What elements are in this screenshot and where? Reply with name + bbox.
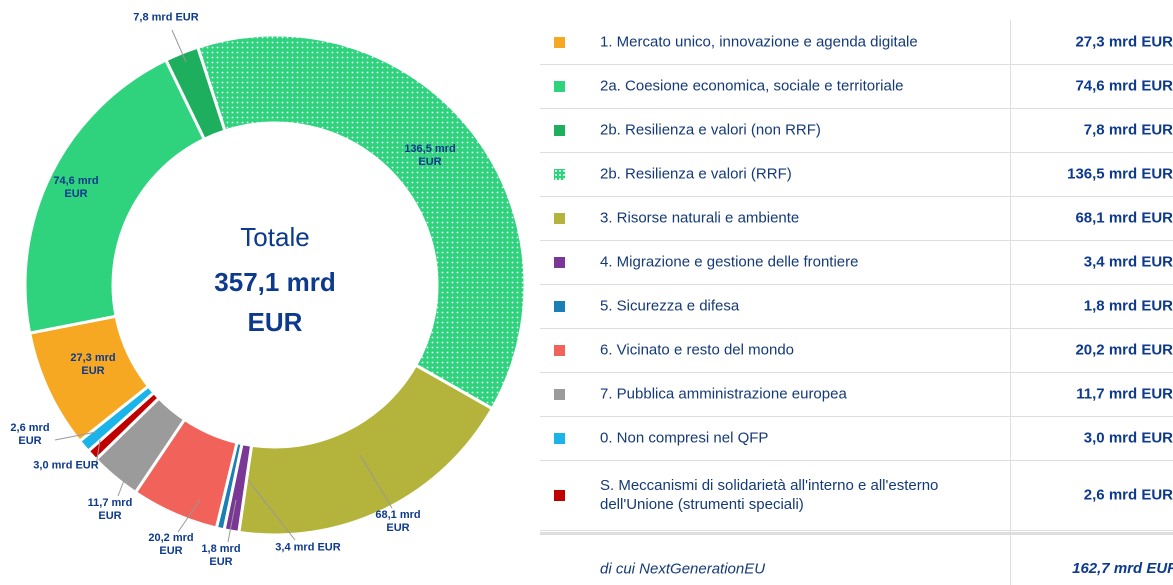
data-label: 2,6 mrd EUR bbox=[10, 422, 50, 447]
leader-line bbox=[171, 29, 187, 63]
legend-name: 1. Mercato unico, innovazione e agenda d… bbox=[600, 33, 918, 51]
footer-label: di cui NextGenerationEU bbox=[600, 560, 766, 578]
legend-swatch bbox=[554, 169, 565, 180]
legend-swatch bbox=[554, 213, 565, 224]
legend-name: 2a. Coesione economica, sociale e territ… bbox=[600, 77, 904, 95]
legend-value: 2,6 mrd EUR bbox=[1083, 486, 1173, 504]
legend-row: 0. Non compresi nel QFP 3,0 mrd EUR bbox=[540, 416, 1173, 461]
legend-value: 20,2 mrd EUR bbox=[1075, 341, 1173, 359]
legend-swatch bbox=[554, 490, 565, 501]
data-label: 68,1 mrd EUR bbox=[375, 509, 421, 534]
legend-swatch bbox=[554, 389, 565, 400]
legend-name: 6. Vicinato e resto del mondo bbox=[600, 341, 795, 359]
column-separator bbox=[1010, 20, 1011, 585]
legend-name: 7. Pubblica amministrazione europea bbox=[600, 385, 847, 403]
data-label: 27,3 mrd EUR bbox=[70, 352, 116, 377]
legend-value: 68,1 mrd EUR bbox=[1075, 209, 1173, 227]
legend-swatch bbox=[554, 37, 565, 48]
donut-chart bbox=[23, 29, 527, 543]
legend-swatch bbox=[554, 81, 565, 92]
legend-row: S. Meccanismi di solidarietà all'interno… bbox=[540, 460, 1173, 531]
legend-swatch bbox=[554, 345, 565, 356]
data-label: 20,2 mrd EUR bbox=[148, 532, 194, 557]
data-label: 3,0 mrd EUR bbox=[33, 459, 99, 472]
legend-value: 11,7 mrd EUR bbox=[1076, 385, 1173, 403]
leader-line bbox=[359, 454, 393, 509]
legend-row: 7. Pubblica amministrazione europea 11,7 … bbox=[540, 372, 1173, 417]
legend-value: 1,8 mrd EUR bbox=[1083, 297, 1173, 315]
footer-row: di cui NextGenerationEU 162,7 mrd EUR bbox=[540, 535, 1173, 585]
leader-line bbox=[95, 439, 101, 467]
legend-row: 1. Mercato unico, innovazione e agenda d… bbox=[540, 20, 1173, 65]
leader-line bbox=[177, 499, 201, 533]
legend-value: 3,0 mrd EUR bbox=[1083, 429, 1173, 447]
donut-slice bbox=[195, 33, 527, 411]
center-total: 357,1 mrd EUR bbox=[214, 267, 336, 337]
legend-value: 74,6 mrd EUR bbox=[1075, 77, 1173, 95]
data-label: 3,4 mrd EUR bbox=[275, 541, 341, 554]
legend-row: 2a. Coesione economica, sociale e territ… bbox=[540, 64, 1173, 109]
center-title: Totale bbox=[240, 222, 310, 252]
legend-value: 27,3 mrd EUR bbox=[1075, 33, 1173, 51]
legend-value: 7,8 mrd EUR bbox=[1083, 121, 1173, 139]
legend-name: 4. Migrazione e gestione delle frontiere bbox=[600, 253, 859, 271]
data-label: 74,6 mrd EUR bbox=[53, 175, 99, 200]
legend-swatch bbox=[554, 301, 565, 312]
leader-line bbox=[227, 499, 237, 543]
legend-value: 3,4 mrd EUR bbox=[1083, 253, 1173, 271]
legend-swatch bbox=[554, 433, 565, 444]
data-label: 7,8 mrd EUR bbox=[133, 11, 199, 24]
legend-name: 3. Risorse naturali e ambiente bbox=[600, 209, 800, 227]
leader-line bbox=[54, 431, 97, 441]
legend-row: 5. Sicurezza e difesa 1,8 mrd EUR bbox=[540, 284, 1173, 329]
legend-name: 0. Non compresi nel QFP bbox=[600, 429, 769, 447]
legend-swatch bbox=[554, 257, 565, 268]
legend-row: 6. Vicinato e resto del mondo 20,2 mrd EU… bbox=[540, 328, 1173, 373]
data-label: 11,7 mrd EUR bbox=[87, 497, 133, 522]
legend-row: 4. Migrazione e gestione delle frontiere… bbox=[540, 240, 1173, 285]
data-label: 1,8 mrd EUR bbox=[201, 543, 241, 568]
leader-line bbox=[117, 469, 129, 497]
legend-name: 2b. Resilienza e valori (RRF) bbox=[600, 165, 792, 183]
leader-line bbox=[247, 479, 296, 541]
legend-value: 136,5 mrd EUR bbox=[1067, 165, 1173, 183]
legend-row: 2b. Resilienza e valori (non RRF) 7,8 mrd… bbox=[540, 108, 1173, 153]
legend-swatch bbox=[554, 125, 565, 136]
legend-name: 5. Sicurezza e difesa bbox=[600, 297, 740, 315]
legend-row: 2b. Resilienza e valori (RRF) 136,5 mrd E… bbox=[540, 152, 1173, 197]
footer-value: 162,7 mrd EUR bbox=[1072, 560, 1173, 577]
footer-rule bbox=[540, 532, 1173, 535]
legend-row: 3. Risorse naturali e ambiente 68,1 mrd E… bbox=[540, 196, 1173, 241]
data-label: 136,5 mrd EUR bbox=[404, 143, 456, 168]
legend-name: S. Meccanismi di solidarietà all'interno… bbox=[600, 477, 939, 513]
legend-name: 2b. Resilienza e valori (non RRF) bbox=[600, 121, 821, 139]
donut-slice bbox=[237, 363, 495, 537]
donut-slice bbox=[163, 45, 227, 142]
